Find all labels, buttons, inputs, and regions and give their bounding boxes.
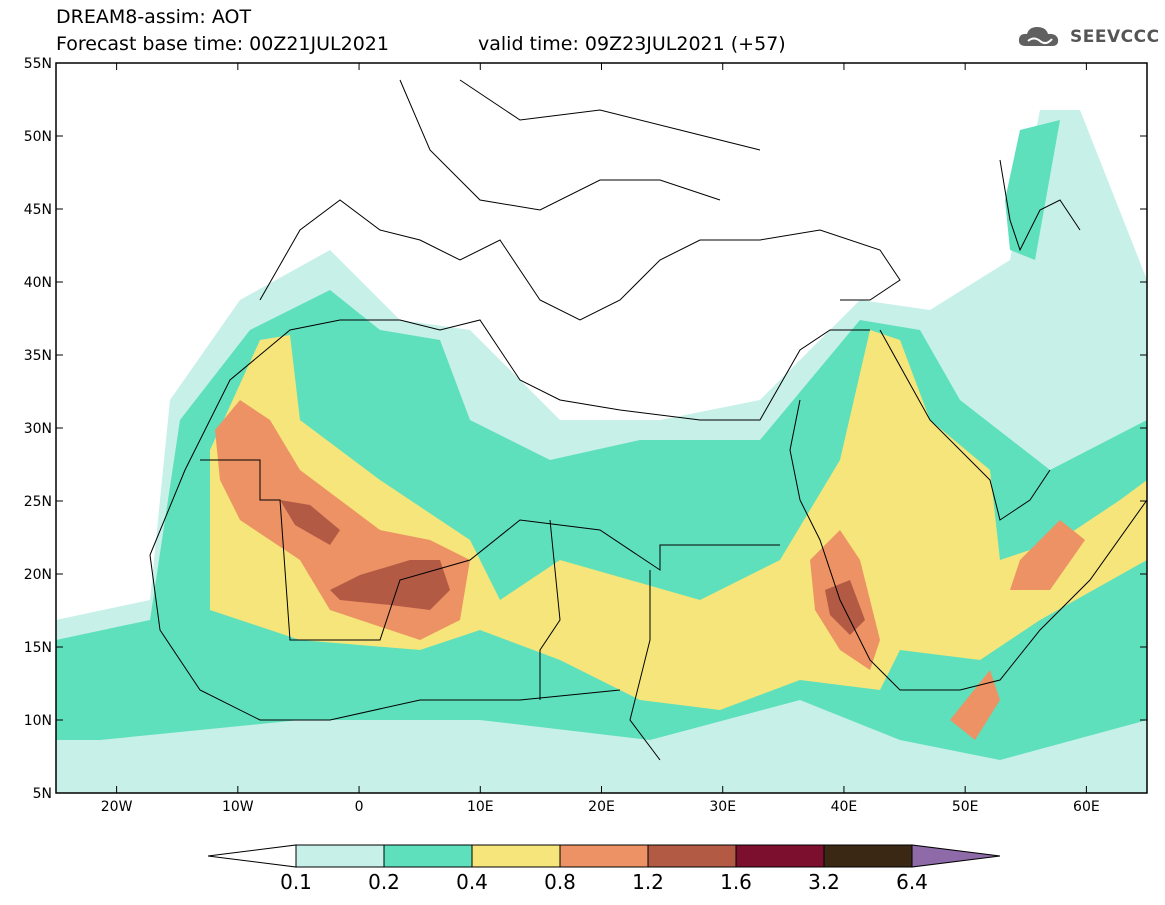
map-title: DREAM8-assim: AOT (56, 6, 252, 28)
aot-band-1-2 (330, 560, 450, 610)
colorbar-segment (559, 844, 649, 868)
colorbar-extend-low (207, 844, 297, 868)
lon-tick-label: 40E (831, 799, 858, 815)
lon-tick-label: 30E (709, 799, 736, 815)
colorbar-label: 0.1 (280, 870, 312, 894)
cloud-icon (1018, 27, 1059, 46)
lat-tick-label: 30N (24, 421, 52, 437)
colorbar-label: 6.4 (896, 870, 928, 894)
colorbar: 0.1 0.2 0.4 0.8 1.2 1.6 3.2 6.4 (207, 844, 1001, 894)
lat-tick-label: 55N (24, 56, 52, 72)
aot-band-1-2-b (280, 500, 340, 545)
forecast-base-time: Forecast base time: 00Z21JUL2021 (56, 33, 389, 55)
lat-tick-label: 5N (33, 786, 52, 802)
lat-tick-label: 20N (24, 567, 52, 583)
lat-tick-label: 45N (24, 202, 52, 218)
colorbar-segment (295, 844, 385, 868)
aot-band-0-8-c (1010, 520, 1085, 590)
colorbar-segment (735, 844, 825, 868)
logo-text: SEEVCCC (1070, 27, 1160, 47)
lat-tick-label: 15N (24, 640, 52, 656)
lat-tick-label: 10N (24, 713, 52, 729)
lat-tick-label: 35N (24, 348, 52, 364)
colorbar-segment (471, 844, 561, 868)
lon-tick-label: 50E (952, 799, 979, 815)
colorbar-segment (647, 844, 737, 868)
lon-tick-label: 20W (101, 799, 133, 815)
lon-tick-label: 10E (467, 799, 494, 815)
colorbar-segment (823, 844, 913, 868)
latitude-axis: 55N 50N 45N 40N 35N 30N 25N 20N 15N 10N 5N (24, 56, 1147, 802)
aot-band-0-8-d (950, 670, 1000, 740)
aot-band-1-2-c (825, 580, 865, 635)
colorbar-label: 1.2 (632, 870, 664, 894)
colorbar-segment (383, 844, 473, 868)
lat-tick-label: 25N (24, 494, 52, 510)
lat-tick-label: 50N (24, 129, 52, 145)
lon-tick-label: 20E (588, 799, 615, 815)
colorbar-extend-high (911, 844, 1001, 868)
lon-tick-label: 0 (355, 799, 364, 815)
aot-band-caspian (1005, 120, 1060, 260)
seevccc-logo: SEEVCCC (1016, 24, 1160, 50)
colorbar-label: 0.8 (544, 870, 576, 894)
colorbar-label: 0.2 (368, 870, 400, 894)
lon-tick-label: 60E (1073, 799, 1100, 815)
colorbar-label: 3.2 (808, 870, 840, 894)
lat-tick-label: 40N (24, 275, 52, 291)
aot-field (56, 63, 1147, 793)
colorbar-label: 0.4 (456, 870, 488, 894)
longitude-axis: 20W 10W 0 10E 20E 30E 40E 50E 60E (101, 63, 1100, 815)
colorbar-label: 1.6 (720, 870, 752, 894)
valid-time: valid time: 09Z23JUL2021 (+57) (478, 33, 786, 55)
coastlines (149, 79, 1147, 761)
lon-tick-label: 10W (222, 799, 254, 815)
